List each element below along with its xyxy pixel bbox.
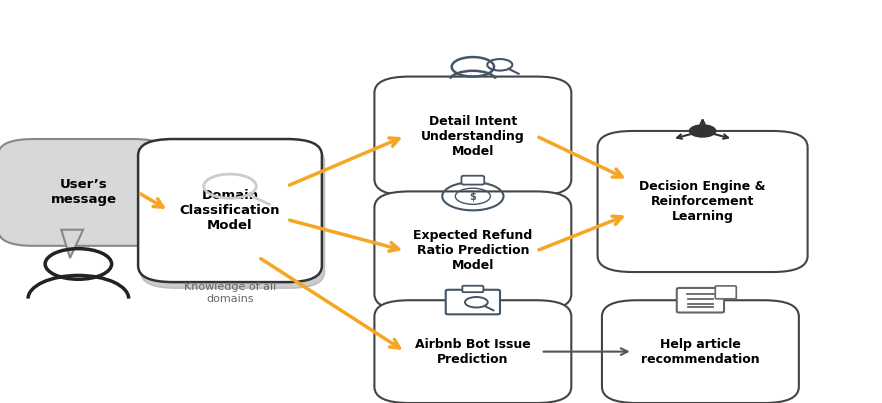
Text: Decision Engine &
Reinforcement
Learning: Decision Engine & Reinforcement Learning [639, 180, 766, 223]
Text: Domain
Classification
Model: Domain Classification Model [180, 189, 280, 232]
Text: Detail Intent
Understanding
Model: Detail Intent Understanding Model [421, 114, 525, 158]
FancyBboxPatch shape [374, 77, 572, 195]
FancyBboxPatch shape [374, 191, 572, 310]
Circle shape [690, 125, 715, 137]
FancyBboxPatch shape [374, 300, 572, 403]
Text: Airbnb Bot Issue
Prediction: Airbnb Bot Issue Prediction [415, 338, 531, 366]
FancyBboxPatch shape [0, 139, 168, 246]
FancyBboxPatch shape [461, 176, 484, 185]
Text: $: $ [469, 192, 476, 202]
Polygon shape [61, 230, 83, 258]
Text: Knowledge of all
domains: Knowledge of all domains [183, 282, 276, 304]
FancyBboxPatch shape [138, 139, 322, 282]
Text: User’s
message: User’s message [50, 179, 116, 206]
FancyBboxPatch shape [602, 300, 799, 403]
FancyBboxPatch shape [141, 145, 325, 288]
FancyBboxPatch shape [676, 288, 724, 313]
FancyBboxPatch shape [462, 286, 483, 292]
FancyBboxPatch shape [715, 286, 736, 299]
FancyBboxPatch shape [598, 131, 808, 272]
Text: Expected Refund
Ratio Prediction
Model: Expected Refund Ratio Prediction Model [414, 229, 533, 272]
Text: Help article
recommendation: Help article recommendation [641, 338, 759, 366]
FancyBboxPatch shape [445, 290, 500, 314]
